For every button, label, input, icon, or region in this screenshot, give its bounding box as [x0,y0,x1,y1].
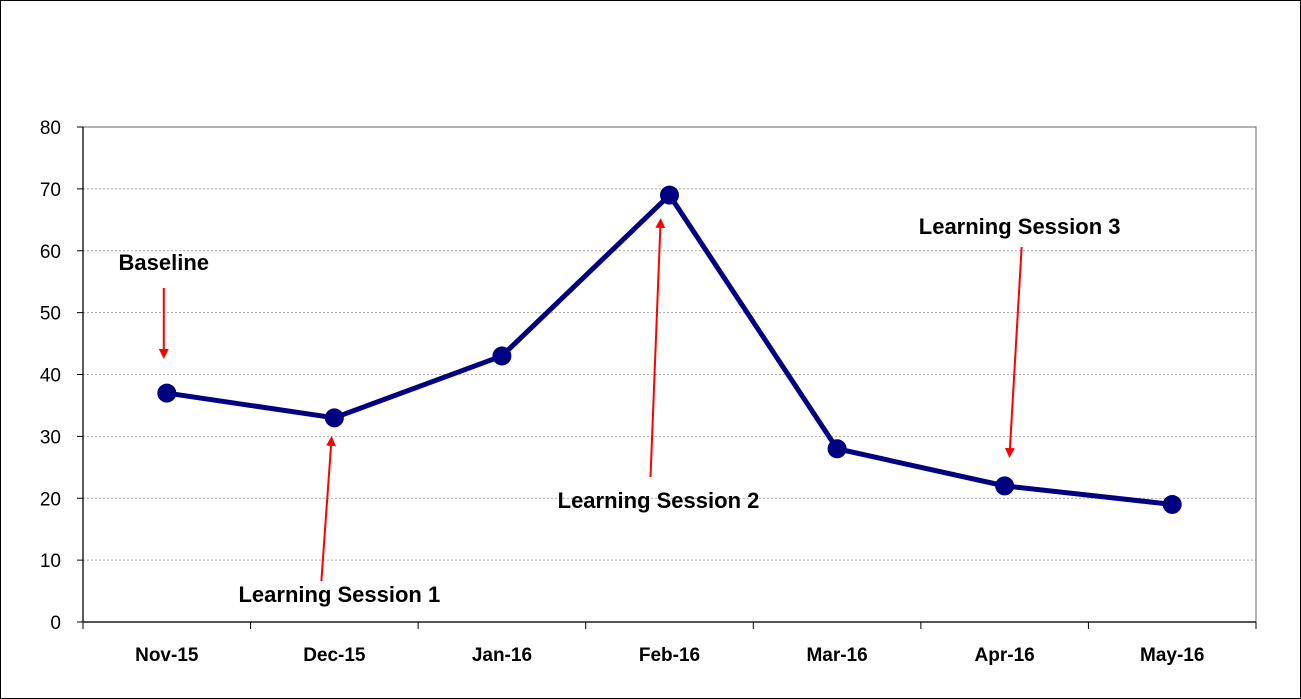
data-point [492,346,512,366]
data-point [660,185,679,205]
y-tick-label: 0 [50,613,61,634]
y-tick-label: 10 [40,551,61,572]
annotation-arrow [320,436,336,582]
annotation-arrow [649,218,666,478]
annotation-label: Learning Session 1 [238,582,440,607]
data-point [324,408,344,428]
x-tick-label: Nov-15 [135,645,199,666]
x-tick-label: Apr-16 [975,645,1035,666]
x-tick-label: Jan-16 [472,645,532,666]
axes: 0 10 20 30 40 50 60 70 80 Nov-15 Dec-15 Jan-16 Feb-1… [40,118,1257,666]
data-point [995,476,1015,496]
y-tick-label: 40 [40,366,61,387]
y-tick-label: 60 [40,242,61,263]
x-tick-label: Mar-16 [806,645,867,666]
y-tick-label: 30 [40,427,61,448]
annotation-label: Learning Session 2 [558,488,760,513]
data-point [1162,494,1182,514]
data-point [827,439,847,459]
data-series [157,185,1182,514]
gridlines [83,188,1256,561]
y-tick-label: 20 [40,489,61,510]
y-tick-label: 80 [40,118,61,139]
x-tick-label: Feb-16 [639,645,700,666]
series-line [164,192,1175,507]
data-point [157,383,177,403]
y-tick-label: 70 [40,180,61,201]
annotation-arrow [1004,246,1023,458]
annotations: Baseline Learning Session 1 Learning Sessi… [119,214,1121,607]
annotation-label: Baseline [119,250,210,275]
y-tick-label: 50 [40,304,61,325]
annotation-label: Learning Session 3 [919,214,1121,239]
x-tick-label: May-16 [1140,645,1204,666]
x-tick-label: Dec-15 [303,645,366,666]
